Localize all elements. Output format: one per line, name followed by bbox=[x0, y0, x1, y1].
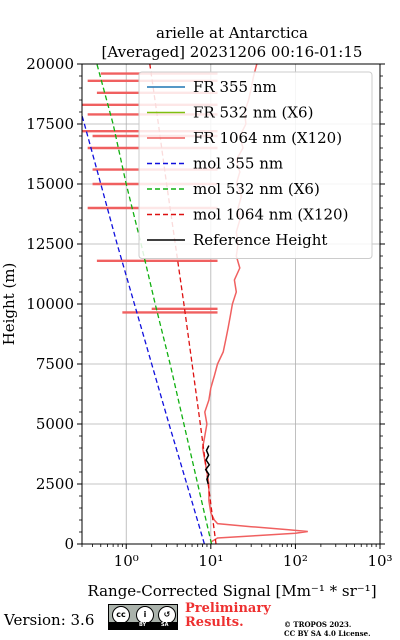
license-label: CC BY SA 4.0 License. bbox=[284, 629, 371, 638]
y-tick-label: 7500 bbox=[36, 355, 74, 373]
x-tick-label: 10² bbox=[283, 552, 308, 570]
chart-subtitle: [Averaged] 20231206 00:16-01:15 bbox=[102, 43, 363, 61]
legend-box bbox=[138, 71, 373, 259]
badge-by-text: BY bbox=[139, 622, 147, 628]
legend-label: mol 355 nm bbox=[193, 155, 283, 173]
lidar-profile-chart: arielle at Antarctica [Averaged] 2023120… bbox=[0, 24, 393, 600]
y-tick-label: 10000 bbox=[26, 295, 74, 313]
legend-label: Reference Height bbox=[193, 231, 327, 249]
results-label: Results. bbox=[185, 615, 244, 630]
cc-license-badge[interactable]: cc i ↺ BY SA bbox=[108, 604, 178, 630]
y-tick-label: 5000 bbox=[36, 415, 74, 433]
badge-strip bbox=[109, 622, 177, 629]
x-axis-label: Range-Corrected Signal [Mm⁻¹ * sr⁻¹] bbox=[87, 582, 376, 600]
preliminary-label: Preliminary bbox=[185, 601, 271, 616]
x-tick-label: 10⁰ bbox=[114, 552, 139, 570]
badge-sa-text: SA bbox=[161, 622, 169, 628]
y-tick-label: 12500 bbox=[26, 235, 74, 253]
series-mol-532-nm-x6 bbox=[96, 64, 213, 544]
legend-label: FR 1064 nm (X120) bbox=[193, 129, 342, 147]
copyright-label: © TROPOS 2023. bbox=[284, 620, 352, 629]
series-mol-355-nm bbox=[82, 113, 206, 544]
legend-label: FR 355 nm bbox=[193, 78, 277, 96]
preliminary-note: Preliminary Results. bbox=[185, 602, 271, 630]
y-tick-label: 2500 bbox=[36, 475, 74, 493]
x-tick-label: 10³ bbox=[367, 552, 392, 570]
legend-label: FR 532 nm (X6) bbox=[193, 104, 313, 122]
legend: FR 355 nm FR 532 nm (X6) FR 1064 nm (X120)… bbox=[138, 71, 373, 259]
y-tick-label: 17500 bbox=[26, 115, 74, 133]
series-reference-height bbox=[204, 445, 211, 485]
chart-title: arielle at Antarctica bbox=[156, 24, 308, 42]
copyright-note: © TROPOS 2023. CC BY SA 4.0 License. bbox=[284, 620, 371, 638]
x-tick-label: 10¹ bbox=[198, 552, 223, 570]
legend-label: mol 1064 nm (X120) bbox=[193, 206, 348, 224]
y-axis-label: Height (m) bbox=[0, 263, 18, 346]
version-label: Version: 3.6 bbox=[4, 611, 95, 629]
y-tick-label: 20000 bbox=[26, 55, 74, 73]
axes: 0 2500 5000 7500 10000 12500 15000 17500 20000 10… bbox=[26, 55, 392, 570]
y-tick-label: 0 bbox=[64, 535, 74, 553]
legend-label: mol 532 nm (X6) bbox=[193, 180, 320, 198]
y-tick-label: 15000 bbox=[26, 175, 74, 193]
